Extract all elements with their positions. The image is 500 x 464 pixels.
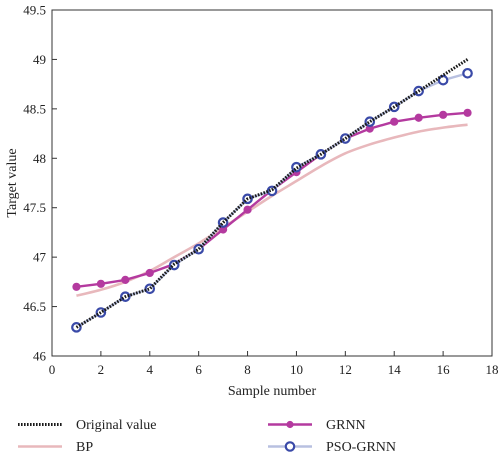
data-point bbox=[96, 279, 105, 288]
y-tick-label: 49 bbox=[33, 52, 46, 67]
data-point bbox=[121, 275, 130, 284]
legend-item-pso-grnn: PSO-GRNN bbox=[268, 440, 396, 455]
x-tick-label: 10 bbox=[290, 362, 303, 377]
x-tick-label: 6 bbox=[195, 362, 202, 377]
y-tick-label: 49.5 bbox=[23, 3, 46, 18]
series-bp bbox=[76, 123, 468, 297]
legend-label: Original value bbox=[76, 418, 156, 433]
x-tick-label: 8 bbox=[244, 362, 251, 377]
series-grnn bbox=[72, 108, 472, 291]
legend-label: GRNN bbox=[326, 418, 366, 433]
series-line-bp bbox=[76, 123, 468, 297]
x-axis-label: Sample number bbox=[228, 384, 317, 399]
series-line-pso-grnn bbox=[75, 72, 468, 329]
x-tick-label: 18 bbox=[486, 362, 499, 377]
data-point bbox=[72, 282, 81, 291]
data-point bbox=[414, 113, 423, 122]
data-point bbox=[437, 74, 449, 86]
series-original-value bbox=[75, 58, 469, 329]
y-tick-label: 48 bbox=[33, 151, 46, 166]
x-tick-label: 0 bbox=[49, 362, 56, 377]
y-axis-label: Target value bbox=[5, 148, 20, 217]
series-layer bbox=[71, 58, 473, 333]
y-tick-label: 47.5 bbox=[23, 200, 46, 215]
x-tick-label: 4 bbox=[147, 362, 154, 377]
series-line-original-value bbox=[75, 58, 469, 329]
x-tick-label: 14 bbox=[388, 362, 402, 377]
legend-item-bp: BP bbox=[18, 440, 93, 455]
data-point bbox=[266, 185, 278, 197]
data-point bbox=[439, 110, 448, 119]
legend-item-original-value: Original value bbox=[18, 418, 156, 433]
legend-marker bbox=[286, 420, 294, 429]
y-tick-label: 46.5 bbox=[23, 299, 46, 314]
plot-frame bbox=[51, 9, 493, 357]
x-tick-label: 12 bbox=[339, 362, 352, 377]
y-tick-label: 47 bbox=[33, 250, 47, 265]
data-point bbox=[243, 205, 252, 214]
legend-item-grnn: GRNN bbox=[268, 418, 366, 433]
data-point bbox=[217, 217, 229, 228]
legend: Original value GRNN BP PSO-GRNN bbox=[18, 418, 396, 455]
data-point bbox=[364, 116, 376, 128]
legend-label: BP bbox=[76, 440, 93, 455]
data-point bbox=[390, 117, 399, 126]
y-tick-label: 46 bbox=[33, 349, 47, 364]
data-point bbox=[463, 108, 472, 117]
x-tick-label: 2 bbox=[98, 362, 105, 377]
data-point bbox=[145, 268, 154, 278]
series-line-grnn bbox=[76, 111, 468, 288]
data-point bbox=[193, 243, 204, 255]
legend-label: PSO-GRNN bbox=[326, 440, 396, 455]
legend-marker bbox=[284, 441, 296, 452]
series-pso-grnn bbox=[71, 67, 473, 333]
data-point bbox=[462, 67, 473, 79]
y-tick-label: 48.5 bbox=[23, 101, 46, 116]
x-tick-label: 16 bbox=[437, 362, 451, 377]
